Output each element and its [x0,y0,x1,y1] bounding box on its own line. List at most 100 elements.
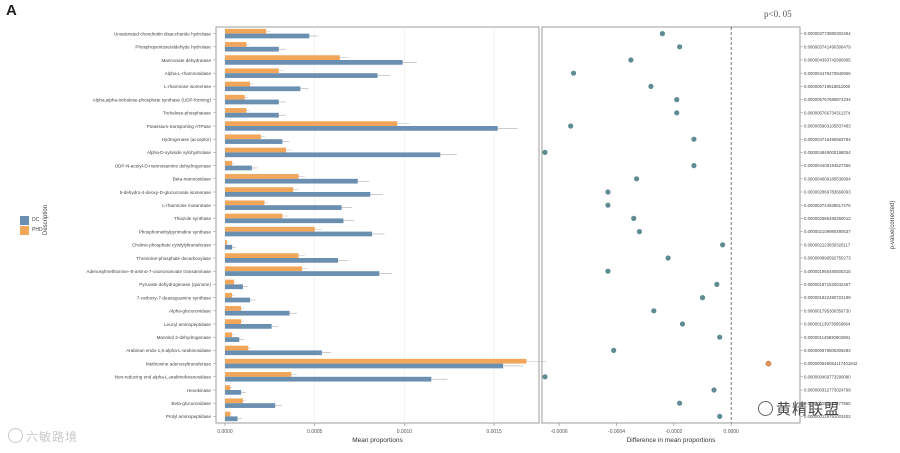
scatter-point [605,268,611,274]
bar-dc [224,73,378,78]
bar-category-label: Prolyl aminopeptidase [166,414,212,419]
bar-category-label: Phosphomethylpyrimidine synthase [139,229,212,234]
scatter-point [691,163,697,169]
bar-category-label: Phosphopentose/aldehyde hydrolase [135,45,211,50]
bar-dc [224,60,403,65]
bar-category-label: 5-dehydro-4-deoxy-D-glucuronate isomeras… [120,190,212,195]
scatter-x-tick-label: -0.0006 [551,429,568,435]
p-value-label: 0.000004408194527366 [804,163,851,168]
bar-dc [224,231,373,237]
bar-dc [224,244,233,250]
bar-dc [224,416,238,422]
bar-phd [224,134,261,140]
bar-phd [224,411,231,417]
p-value-label: 0.000004715490583784 [804,137,851,142]
scatter-x-axis-label: Difference in mean proportions [627,437,717,444]
legend-swatch-phd [20,225,29,235]
bar-phd [224,187,294,192]
bar-dc [224,126,498,131]
bar-dc [224,112,279,118]
watermark-right-text: 黄精联盟 [776,400,841,418]
bar-category-label: Mannonate dehydratase [161,58,211,63]
scatter-point [714,281,720,287]
legend-swatch-dc [20,215,29,225]
bar-category-label: L-rhamnose mutarotase [162,203,211,208]
bar-category-label: Beta-glucuronidase [171,401,211,406]
bar-phd [224,28,267,34]
bar-category-label: Hexokinase [187,388,211,393]
bar-phd [224,81,251,87]
scatter-point [631,215,637,221]
bar-dc [224,390,242,395]
bar-category-label: Leucyl aminopeptidase [164,322,211,327]
bar-dc [224,165,252,171]
p-value-label: 0.000003741490306479 [804,44,851,49]
p-value-label: 0.000000312773024799 [804,388,851,393]
watermark-left: 六敏路境 [8,428,78,445]
bar-phd [224,279,234,285]
bar-category-label: Trehalose-phosphatase [163,111,212,116]
scatter-point [691,136,697,142]
bar-x-tick-label: 0.0010 [397,429,413,435]
scatter-point [677,44,683,50]
bar-category-label: Arabinan endo-1,5-alpha-L-arabinosidase [126,348,211,353]
watermark-right: 黄精联盟 [758,398,840,419]
p-value-label: 0.000000469773290080 [804,374,851,379]
scatter-point [711,387,717,393]
legend-label-dc: DC [32,217,40,223]
scatter-point [765,360,772,367]
bar-phd [224,306,242,311]
p-value-label: 0.000003744938617476 [804,203,851,208]
bar-category-label: UDP-N-acetyl-D-mannosamine dehydrogenase [115,163,212,168]
p-value-label: 0.000004849000198054 [804,150,851,155]
scatter-point [605,189,611,195]
watermark-logo-icon [8,428,23,443]
scatter-point [570,70,577,76]
p-value-label: 0.000005766734311374 [804,110,851,115]
bar-category-label: Adenosylmethionine--8-amino-7-oxononanoa… [86,269,211,274]
scatter-point [677,400,683,406]
bar-phd [224,292,233,298]
bar-dc [224,192,371,197]
bar-dc [224,178,358,184]
bar-phd [224,372,292,377]
bar-phd [224,385,231,390]
scatter-point [648,83,654,89]
bar-category-label: Unsaturated chondroitin disaccharide hyd… [114,31,211,36]
bar-dc [224,86,301,92]
bar-dc [224,271,380,276]
p-value-label: 0.000000129781003402 [804,414,851,419]
scatter-point [628,57,634,63]
p-value-label: 0.000004009180530964 [804,176,851,181]
bar-phd [224,108,247,113]
p-value-label: 0.000000290162477860 [804,401,851,406]
scatter-point [699,295,706,301]
bar-category-label: L-rhamnose isomerase [164,84,211,89]
bar-category-label: Alpha-D-xyloside xylohydrolase [147,150,212,155]
bar-phd [224,147,286,153]
watermark-left-text: 六敏路境 [26,430,79,444]
bar-dc [224,205,342,210]
scatter-point [634,176,640,182]
p-value-label: 0.000004393742990965 [804,58,851,63]
bar-dc [224,297,251,303]
scatter-x-tick-label: -0.0002 [665,429,682,435]
bar-phd [224,200,265,206]
scatter-point [636,229,643,235]
p-value-label: 0.000000978505309283 [804,348,851,353]
bar-category-label: Mannitol 2-dehydrogenase [157,335,212,340]
scatter-point [674,110,680,116]
bar-x-tick-label: 0.0015 [486,429,502,435]
p-value-label: 0.000001149830902981 [804,335,851,340]
scatter-panel-frame [541,26,801,424]
bar-phd [224,398,243,404]
panel-label: A [6,2,17,19]
bar-phd [224,240,227,245]
bar-phd [224,68,279,74]
scatter-point [720,242,726,248]
bar-category-label: Choline-phosphate cytidylyltransferase [132,243,211,248]
scatter-point [542,374,548,380]
bar-phd [224,121,398,126]
